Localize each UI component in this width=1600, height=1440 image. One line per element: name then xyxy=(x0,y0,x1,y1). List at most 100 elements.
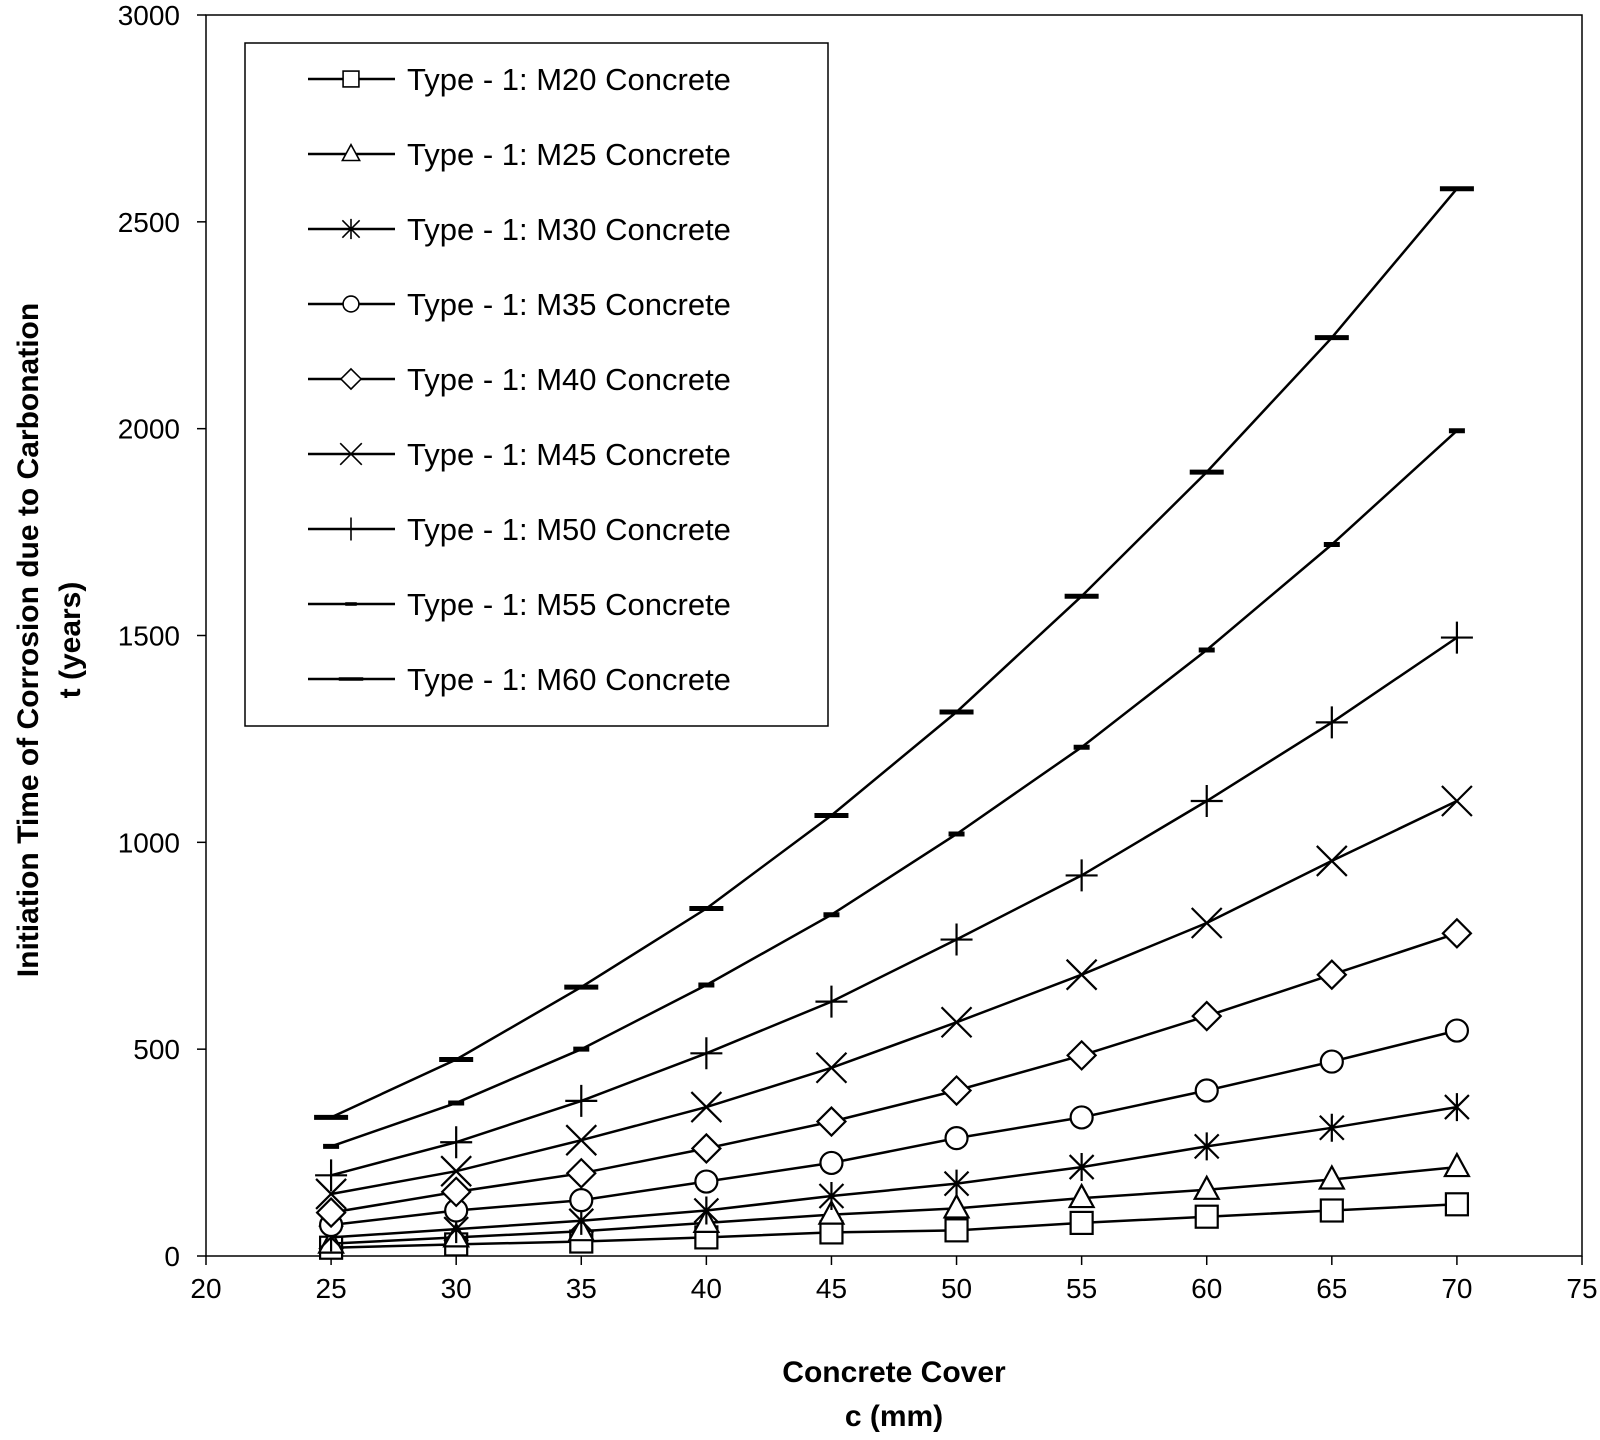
legend-entry: Type - 1: M35 Concrete xyxy=(308,287,731,322)
legend-entry: Type - 1: M50 Concrete xyxy=(308,512,731,547)
data-point xyxy=(440,1155,472,1187)
series-line xyxy=(330,799,1458,1196)
series-line xyxy=(330,187,1458,1119)
legend-entry: Type - 1: M20 Concrete xyxy=(308,62,731,97)
x-tick-label: 30 xyxy=(441,1273,472,1304)
data-point xyxy=(1193,1132,1220,1161)
legend-label: Type - 1: M50 Concrete xyxy=(407,512,731,547)
legend-marker xyxy=(339,367,363,391)
data-point xyxy=(1068,1153,1095,1182)
legend-marker xyxy=(339,517,363,541)
series-5 xyxy=(315,917,1473,1229)
data-point xyxy=(1067,1182,1096,1209)
data-point xyxy=(694,1169,719,1194)
series-4 xyxy=(318,1018,1470,1238)
series-3 xyxy=(318,1093,1470,1252)
x-tick-label: 75 xyxy=(1566,1273,1597,1304)
data-point xyxy=(815,1106,848,1138)
y-axis-title-unit: t (years) xyxy=(54,582,87,699)
data-point xyxy=(943,1169,970,1198)
x-tick-label: 60 xyxy=(1191,1273,1222,1304)
data-point xyxy=(690,1091,723,1123)
x-axis-title-unit: c (mm) xyxy=(845,1400,943,1433)
data-point xyxy=(1065,859,1098,892)
data-point xyxy=(1316,959,1348,991)
data-point xyxy=(818,1182,845,1211)
data-point xyxy=(1190,784,1223,817)
x-axis: 20 25 30 35 40 45 50 55 60 65 70 75 xyxy=(190,1256,1598,1304)
data-point xyxy=(940,923,973,956)
series-6 xyxy=(315,785,1473,1210)
legend-entry: Type - 1: M40 Concrete xyxy=(308,362,731,397)
data-point xyxy=(815,1052,848,1084)
data-point xyxy=(1190,907,1223,939)
data-point xyxy=(1444,1192,1470,1217)
legend-marker xyxy=(341,218,361,240)
data-point xyxy=(944,1218,969,1243)
legend-marker xyxy=(341,142,361,162)
series-layer xyxy=(314,186,1474,1260)
series-line xyxy=(330,429,1458,1148)
x-tick-label: 70 xyxy=(1441,1273,1472,1304)
data-point xyxy=(569,1188,594,1213)
legend-entry: Type - 1: M30 Concrete xyxy=(308,212,731,247)
series-line xyxy=(331,1165,1458,1245)
data-point xyxy=(1315,706,1348,739)
legend-label: Type - 1: M30 Concrete xyxy=(407,212,731,247)
series-line xyxy=(330,636,1458,1177)
data-point xyxy=(315,1178,347,1210)
data-point xyxy=(315,1159,348,1192)
data-point xyxy=(1441,785,1473,817)
data-point xyxy=(940,1074,973,1107)
legend-label: Type - 1: M35 Concrete xyxy=(407,287,731,322)
legend-entry: Type - 1: M55 Concrete xyxy=(308,587,731,622)
legend-marker xyxy=(342,70,360,88)
legend-label: Type - 1: M20 Concrete xyxy=(407,62,731,97)
data-point xyxy=(693,1196,720,1225)
y-tick-label: 1000 xyxy=(118,827,180,858)
legend-label: Type - 1: M60 Concrete xyxy=(407,662,731,697)
x-tick-label: 25 xyxy=(316,1273,347,1304)
data-point xyxy=(1191,1000,1223,1032)
data-point xyxy=(942,1193,971,1219)
data-point xyxy=(1066,1039,1098,1071)
data-point xyxy=(1319,1198,1344,1223)
y-axis: 0 500 1000 1500 2000 2500 3000 xyxy=(118,0,206,1272)
legend-entry: Type - 1: M25 Concrete xyxy=(308,137,731,172)
x-tick-label: 40 xyxy=(691,1273,722,1304)
data-point xyxy=(690,1037,723,1070)
data-point xyxy=(1192,1174,1221,1200)
data-point xyxy=(1065,958,1098,991)
series-7 xyxy=(315,621,1473,1192)
legend-marker xyxy=(339,442,363,466)
y-tick-label: 1500 xyxy=(118,621,180,652)
y-tick-label: 500 xyxy=(133,1034,180,1065)
series-line xyxy=(330,1029,1458,1227)
series-2 xyxy=(317,1151,1471,1254)
data-point xyxy=(815,985,848,1018)
data-point xyxy=(1444,1018,1470,1043)
series-line xyxy=(330,932,1458,1214)
x-tick-label: 55 xyxy=(1066,1273,1097,1304)
data-point xyxy=(819,1150,844,1176)
data-point xyxy=(440,1126,473,1159)
data-point xyxy=(1069,1210,1094,1236)
data-point xyxy=(1319,1049,1344,1074)
data-point xyxy=(565,1084,598,1117)
data-point xyxy=(565,1124,598,1156)
x-tick-label: 35 xyxy=(566,1273,597,1304)
data-point xyxy=(1194,1078,1219,1103)
data-point xyxy=(1316,845,1348,877)
series-8 xyxy=(323,428,1465,1149)
series-9 xyxy=(314,186,1474,1120)
legend-box xyxy=(244,42,829,727)
data-point xyxy=(1069,1105,1094,1130)
data-point xyxy=(690,1132,722,1165)
legend-label: Type - 1: M25 Concrete xyxy=(407,137,731,172)
data-point xyxy=(1194,1204,1219,1229)
y-tick-label: 3000 xyxy=(118,0,180,31)
x-tick-label: 20 xyxy=(190,1273,221,1304)
legend-entry: Type - 1: M60 Concrete xyxy=(308,662,731,697)
data-point xyxy=(1319,1113,1345,1142)
